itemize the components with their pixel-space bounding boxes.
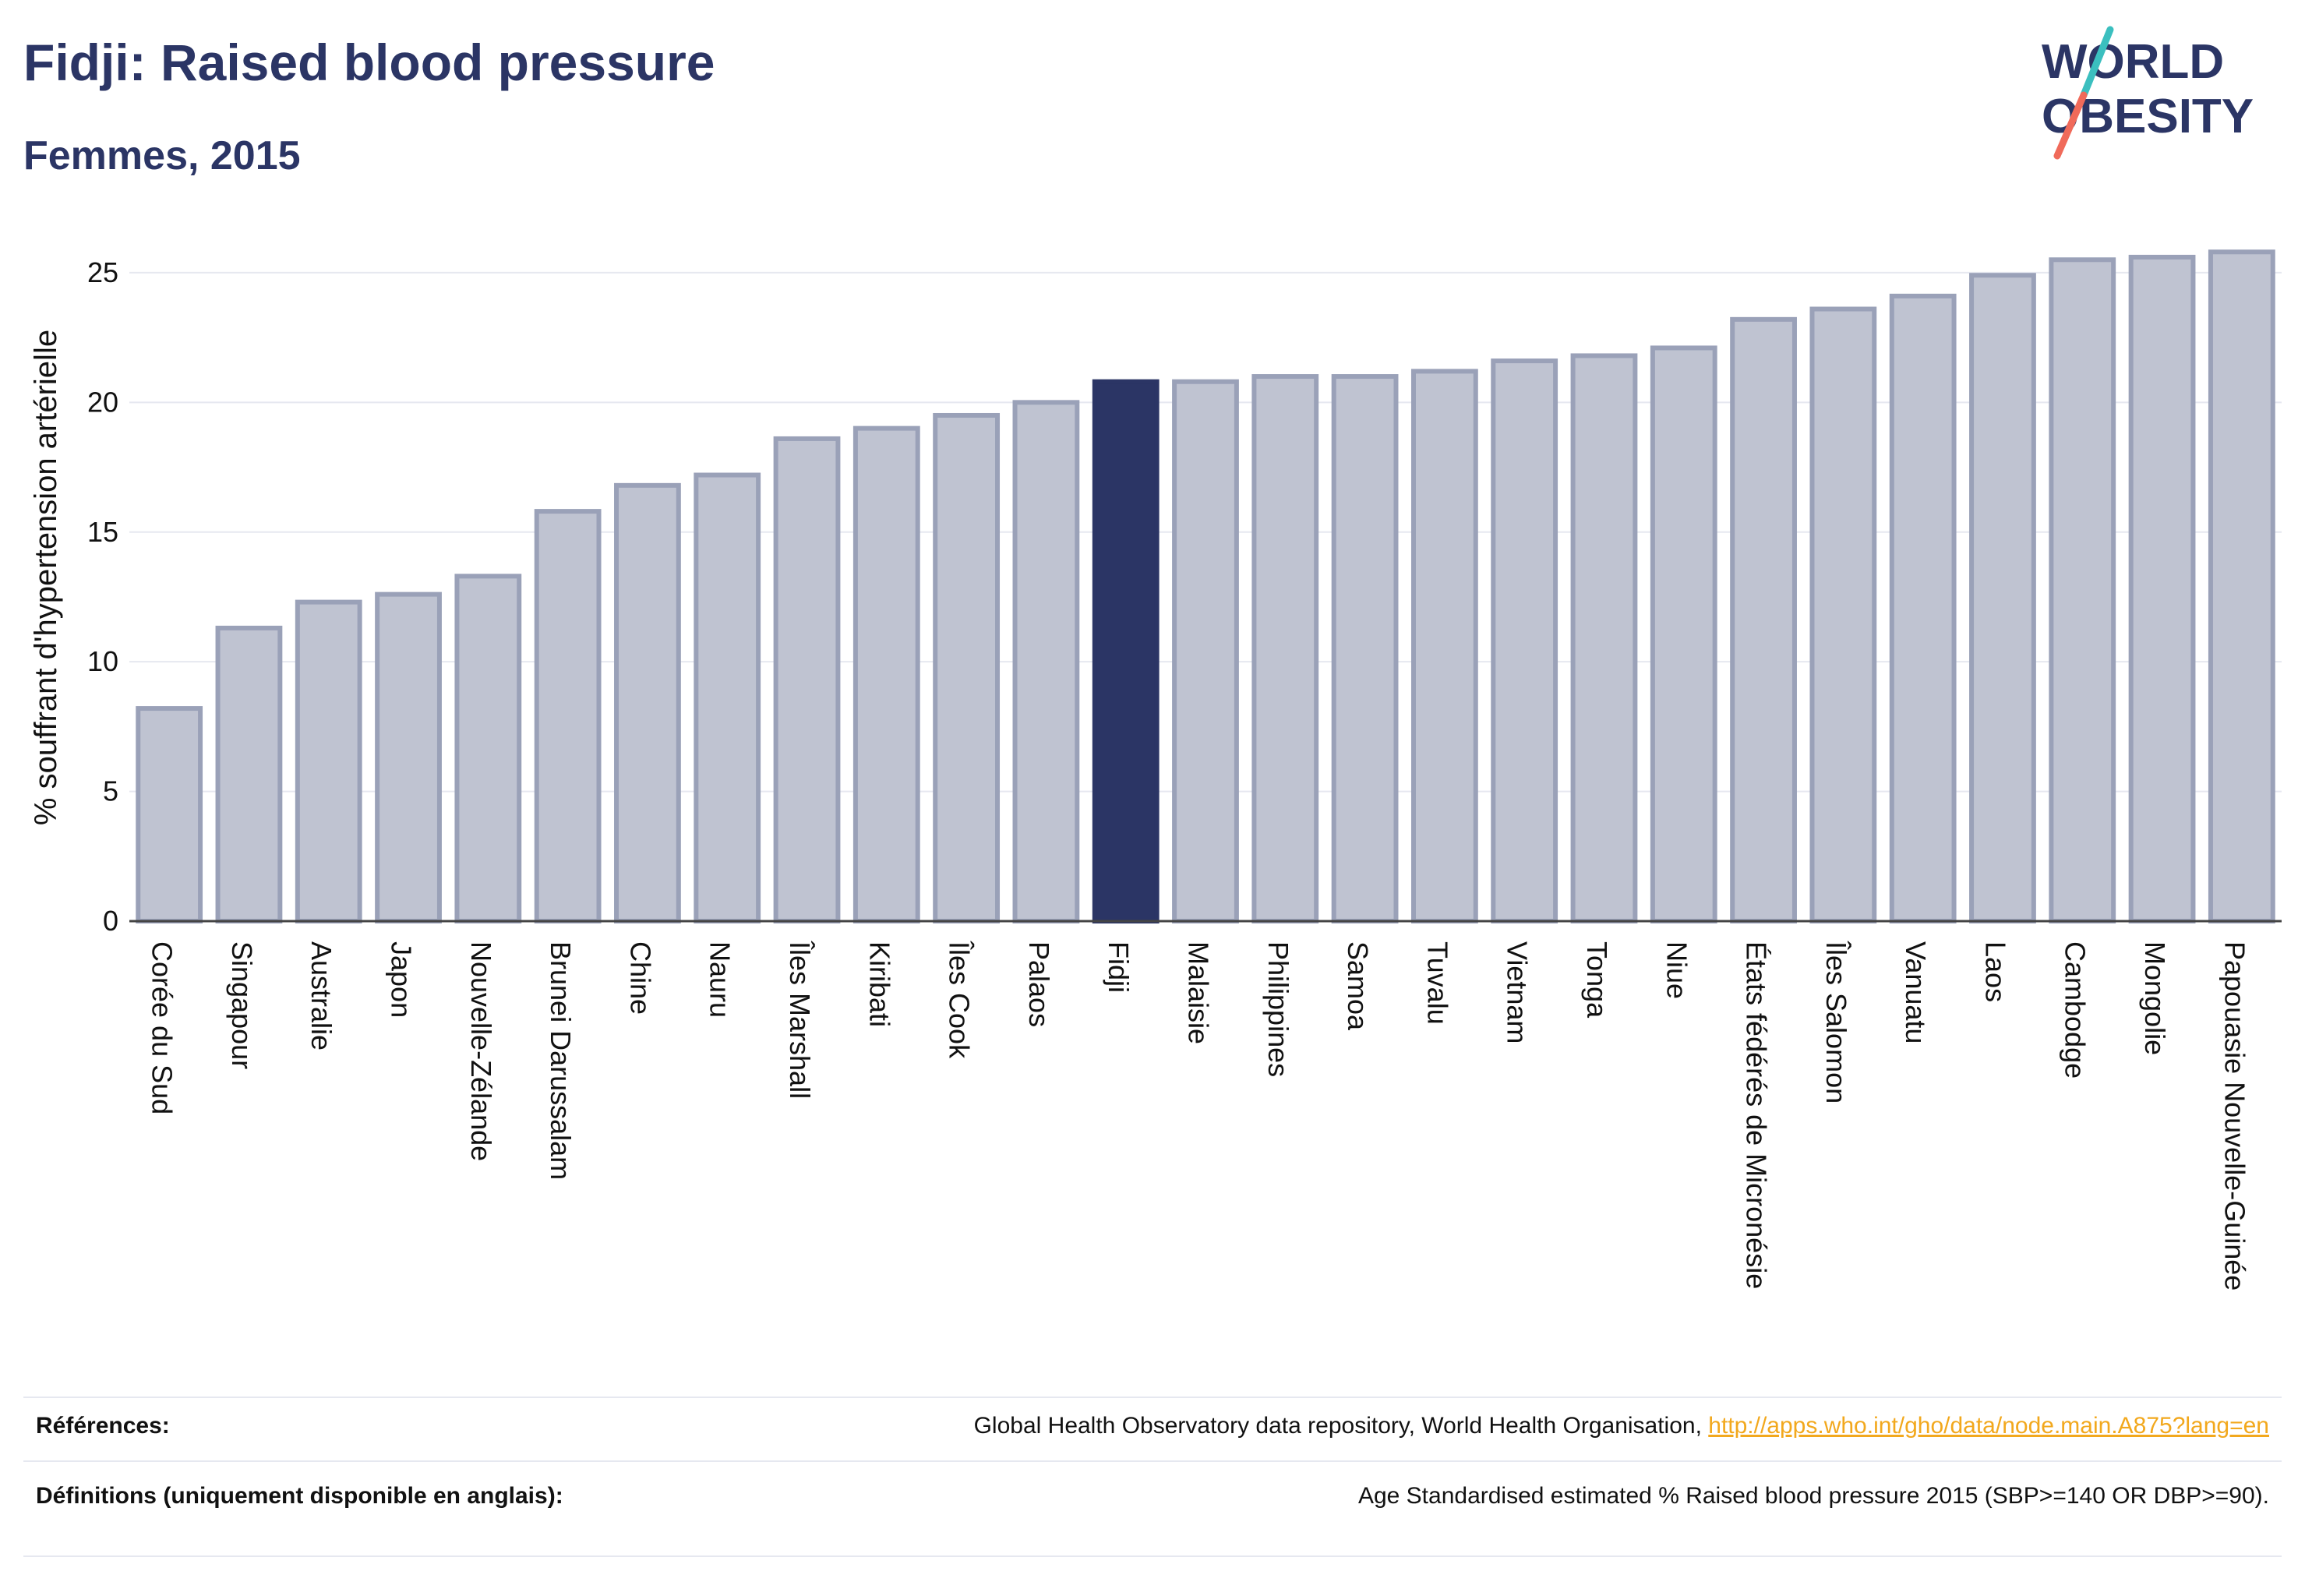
world-obesity-logo: WORLD OBESITY [2042,26,2254,160]
bar [1969,273,2036,924]
y-tick-label: 25 [87,256,118,288]
divider-top [23,1396,2282,1398]
logo-slash-teal [2080,26,2114,99]
y-axis-ticks: 0 5 10 15 20 25 [87,256,118,937]
logo-slash-coral [2053,91,2088,160]
x-tick-label: Vanuatu [1900,941,1932,1043]
bar [215,625,283,924]
x-tick-label: Niue [1661,941,1693,999]
x-tick-label: Îles Marshall [784,941,816,1099]
bar [773,436,841,923]
x-tick-label: Mongolie [2139,941,2171,1055]
bar [694,472,761,923]
bar-highlight [1092,379,1160,923]
x-tick-label: Philippines [1262,941,1294,1077]
x-tick-label: Îles Salomon [1820,941,1852,1103]
bar [933,412,1001,923]
bar [534,509,602,923]
x-tick-label: Kiribati [863,941,895,1027]
bar [1172,379,1239,923]
y-tick-label: 15 [87,516,118,548]
bar [1570,353,1638,923]
x-tick-label: Singapour [226,941,258,1069]
bar [1410,369,1478,923]
x-tick-label: Îles Cook [944,941,976,1059]
bar [2049,257,2116,923]
references-value: Global Health Observatory data repositor… [974,1411,2269,1442]
x-tick-label: Japon [386,941,418,1018]
x-tick-label: Tuvalu [1421,941,1453,1025]
x-axis-ticks: Corée du Sud Singapour Australie Japon Nouve… [146,941,2251,1291]
x-tick-label: Malaisie [1182,941,1214,1044]
chart-subtitle: Femmes, 2015 [23,133,301,178]
x-tick-label: Palaos [1023,941,1055,1027]
bar [1331,374,1399,924]
bar [2208,249,2275,924]
bar [1251,374,1319,924]
bar-chart: 0 5 10 15 20 25 Corée du Sud Singapour Australi… [29,249,2282,1291]
bar [852,425,920,923]
x-tick-label: Samoa [1342,941,1374,1031]
x-tick-label: Brunei Darussalam [545,941,577,1180]
y-axis-label: % souffrant d'hypertension artérielle [29,330,63,825]
x-tick-label: Corée du Sud [146,941,178,1114]
references-text: Global Health Observatory data repositor… [973,1413,1709,1439]
bar [1809,306,1877,923]
y-tick-label: 5 [103,775,118,807]
x-tick-label: Tonga [1581,941,1613,1019]
divider-bottom [23,1555,2282,1557]
definitions-value: Age Standardised estimated % Raised bloo… [1357,1483,2269,1509]
y-tick-label: 20 [87,386,118,418]
bar [614,482,681,923]
chart-title: Fidji: Raised blood pressure [23,34,715,91]
references-label: Références: [36,1413,170,1439]
y-tick-label: 10 [87,645,118,677]
x-tick-label: Fidji [1103,941,1135,993]
bar [2128,254,2196,923]
y-tick-label: 0 [103,905,118,937]
x-tick-label: Papouasie Nouvelle-Guinée [2219,941,2250,1291]
bar [295,599,362,924]
bar [375,591,442,923]
x-tick-label: Australie [305,941,337,1050]
divider-middle [23,1460,2282,1462]
x-tick-label: Nouvelle-Zélande [465,941,497,1161]
bar [1491,358,1558,923]
bar [1650,345,1717,923]
bar [1730,316,1797,923]
x-tick-label: États fédérés de Micronésie [1741,941,1773,1289]
bar [1889,293,1957,923]
x-tick-label: Vietnam [1502,941,1534,1043]
x-tick-label: Nauru [704,941,736,1018]
definitions-label: Définitions (uniquement disponible en an… [36,1483,563,1509]
x-tick-label: Chine [624,941,656,1015]
bar [136,706,203,923]
references-link[interactable]: http://apps.who.int/gho/data/node.main.A… [1708,1413,2269,1439]
bar [454,574,522,924]
x-tick-label: Cambodge [2060,941,2091,1079]
x-tick-label: Laos [1979,941,2011,1002]
logo-line1: WORLD [2042,35,2224,89]
bars [136,249,2275,924]
definitions-row: Définitions (uniquement disponible en an… [23,1481,2282,1551]
references-row: Références: Global Health Observatory da… [23,1411,2282,1449]
bar [1012,400,1080,923]
